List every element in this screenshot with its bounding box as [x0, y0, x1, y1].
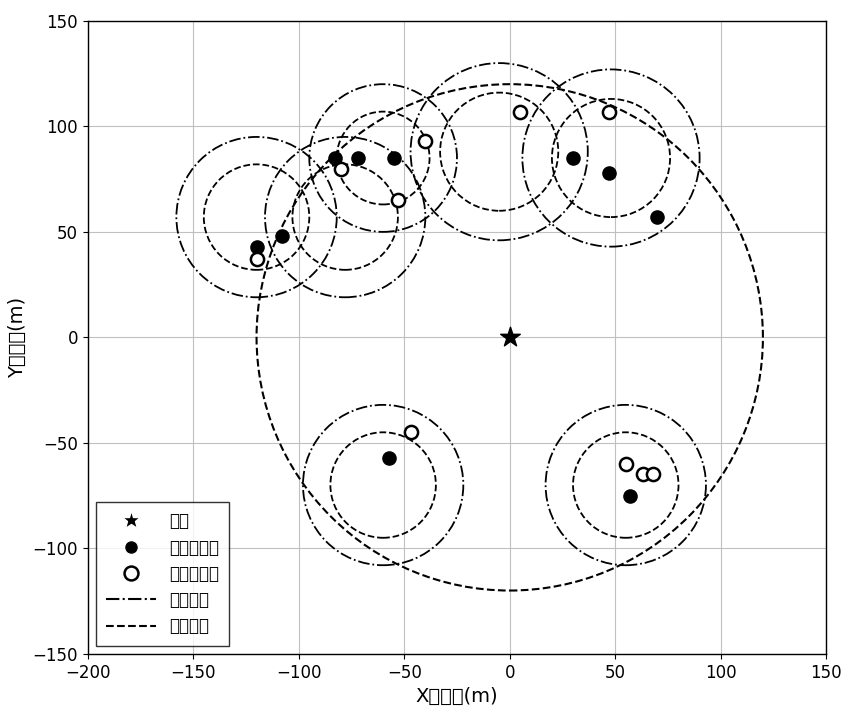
Point — [334, 163, 348, 174]
Point — [623, 490, 637, 501]
X-axis label: X轴坐标(m): X轴坐标(m) — [416, 687, 498, 706]
Point — [404, 426, 417, 438]
Legend: 目标, 有效无人机, 失效无人机, 通信半径, 探测半径: 目标, 有效无人机, 失效无人机, 通信半径, 探测半径 — [96, 502, 230, 646]
Point — [566, 152, 580, 163]
Point — [602, 106, 615, 117]
Point — [503, 332, 517, 343]
Point — [602, 167, 615, 179]
Point — [650, 212, 664, 223]
Point — [250, 241, 264, 253]
Point — [382, 452, 396, 464]
Point — [418, 135, 432, 147]
Point — [250, 253, 264, 265]
Point — [619, 458, 632, 469]
Y-axis label: Y轴坐标(m): Y轴坐标(m) — [8, 297, 27, 378]
Point — [387, 152, 400, 163]
Point — [636, 469, 649, 480]
Point — [275, 230, 289, 242]
Point — [351, 152, 365, 163]
Point — [646, 469, 660, 480]
Point — [391, 194, 405, 206]
Point — [328, 152, 342, 163]
Point — [513, 106, 527, 117]
